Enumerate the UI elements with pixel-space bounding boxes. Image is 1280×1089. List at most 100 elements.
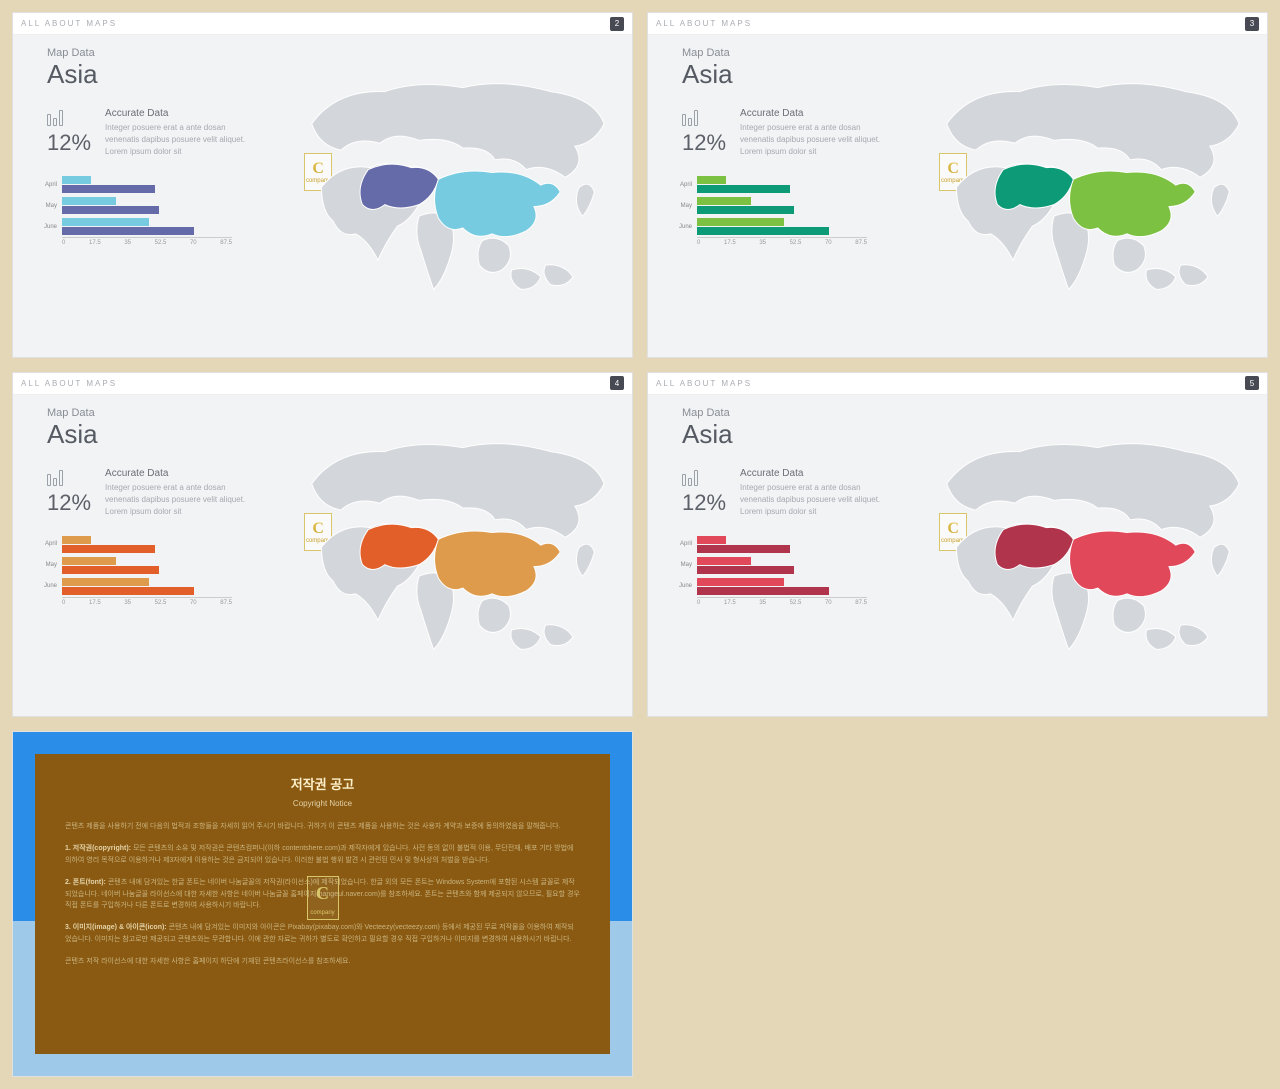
- chart-tick: 17.5: [89, 600, 101, 606]
- chart-tick: 70: [825, 600, 832, 606]
- stat-label: Accurate Data: [105, 468, 255, 479]
- chart-x-axis: 017.53552.57087.5: [62, 597, 232, 606]
- stat-block: 12% Accurate Data Integer posuere erat a…: [47, 108, 302, 158]
- empty-cell: [647, 731, 1268, 1077]
- stat-percent: 12%: [47, 130, 91, 156]
- chart-row: May: [672, 555, 872, 576]
- bars-icon: [682, 108, 726, 126]
- stat-label: Accurate Data: [740, 468, 890, 479]
- stat-description: Integer posuere erat a ante dosan venena…: [740, 482, 890, 518]
- chart-tick: 0: [697, 240, 700, 246]
- chart-bar-series-a: [697, 176, 726, 184]
- chart-tick: 52.5: [790, 600, 802, 606]
- map-container: C company: [937, 47, 1249, 347]
- chart-bar-series-b: [62, 545, 155, 553]
- chart-tick: 0: [62, 240, 65, 246]
- chart-bar-series-a: [697, 578, 784, 586]
- chart-row: April: [672, 534, 872, 555]
- chart-bar-series-a: [62, 218, 149, 226]
- chart-bar-series-b: [697, 545, 790, 553]
- slide-title: Asia: [682, 419, 937, 450]
- asia-map: [302, 47, 614, 347]
- slide-header: ALL ABOUT MAPS 4: [13, 373, 632, 395]
- page-number-badge: 4: [610, 376, 624, 390]
- bar-chart: April May June 017.5355: [672, 534, 872, 614]
- map-slide: ALL ABOUT MAPS 5 Map Data Asia 12% Accur…: [647, 372, 1268, 718]
- chart-tick: 35: [124, 240, 131, 246]
- slide-title: Asia: [47, 419, 302, 450]
- asia-map: [302, 407, 614, 707]
- chart-tick: 70: [825, 240, 832, 246]
- chart-tick: 87.5: [220, 240, 232, 246]
- map-container: C company: [302, 47, 614, 347]
- chart-category-label: May: [37, 562, 59, 568]
- asia-map: [937, 407, 1249, 707]
- chart-category-label: June: [672, 583, 694, 589]
- chart-row: May: [37, 555, 237, 576]
- map-slide: ALL ABOUT MAPS 2 Map Data Asia 12% Accur…: [12, 12, 633, 358]
- chart-bar-series-b: [62, 566, 159, 574]
- map-region-b: [995, 164, 1073, 209]
- stat-description: Integer posuere erat a ante dosan venena…: [105, 482, 255, 518]
- bar-chart: April May June 017.5355: [37, 534, 237, 614]
- map-region-b: [360, 164, 438, 209]
- chart-row: June: [672, 576, 872, 597]
- chart-tick: 87.5: [220, 600, 232, 606]
- slide-subtitle: Map Data: [47, 47, 302, 59]
- chart-bar-series-a: [697, 218, 784, 226]
- chart-row: May: [672, 195, 872, 216]
- map-container: C company: [302, 407, 614, 707]
- chart-category-label: April: [672, 182, 694, 188]
- stat-percent: 12%: [682, 490, 726, 516]
- bars-icon: [47, 108, 91, 126]
- chart-bar-series-b: [697, 227, 829, 235]
- chart-bar-series-a: [697, 536, 726, 544]
- stat-percent: 12%: [47, 490, 91, 516]
- slide-title: Asia: [682, 59, 937, 90]
- slide-header-label: ALL ABOUT MAPS: [656, 379, 752, 388]
- copyright-slide: 저작권 공고 Copyright Notice 콘텐츠 제품을 사용하기 전에 …: [12, 731, 633, 1077]
- chart-bar-series-b: [62, 587, 194, 595]
- chart-tick: 17.5: [89, 240, 101, 246]
- map-region-a: [1070, 171, 1196, 237]
- stat-description: Integer posuere erat a ante dosan venena…: [105, 122, 255, 158]
- chart-tick: 35: [759, 600, 766, 606]
- chart-category-label: May: [672, 562, 694, 568]
- slide-subtitle: Map Data: [47, 407, 302, 419]
- map-region-b: [995, 524, 1073, 569]
- chart-tick: 17.5: [724, 240, 736, 246]
- stat-block: 12% Accurate Data Integer posuere erat a…: [47, 468, 302, 518]
- chart-row: June: [37, 576, 237, 597]
- bars-icon: [682, 468, 726, 486]
- chart-tick: 52.5: [155, 600, 167, 606]
- chart-category-label: June: [37, 224, 59, 230]
- bar-chart: April May June 017.5355: [37, 174, 237, 254]
- stat-block: 12% Accurate Data Integer posuere erat a…: [682, 468, 937, 518]
- chart-tick: 87.5: [855, 240, 867, 246]
- slide-header: ALL ABOUT MAPS 2: [13, 13, 632, 35]
- slide-title: Asia: [47, 59, 302, 90]
- chart-bar-series-a: [697, 557, 751, 565]
- chart-category-label: April: [672, 541, 694, 547]
- map-region-b: [360, 524, 438, 569]
- copyright-box: 저작권 공고 Copyright Notice 콘텐츠 제품을 사용하기 전에 …: [35, 754, 610, 1054]
- map-slide: ALL ABOUT MAPS 4 Map Data Asia 12% Accur…: [12, 372, 633, 718]
- chart-bar-series-a: [62, 536, 91, 544]
- map-slide: ALL ABOUT MAPS 3 Map Data Asia 12% Accur…: [647, 12, 1268, 358]
- slide-header-label: ALL ABOUT MAPS: [656, 19, 752, 28]
- chart-row: June: [37, 216, 237, 237]
- slide-subtitle: Map Data: [682, 47, 937, 59]
- chart-category-label: June: [672, 224, 694, 230]
- stat-label: Accurate Data: [740, 108, 890, 119]
- chart-tick: 52.5: [155, 240, 167, 246]
- stat-percent: 12%: [682, 130, 726, 156]
- chart-row: April: [672, 174, 872, 195]
- copyright-section-3: 3. 이미지(image) & 아이콘(icon): 콘텐츠 내에 담겨있는 이…: [65, 922, 580, 946]
- chart-row: April: [37, 174, 237, 195]
- chart-row: June: [672, 216, 872, 237]
- chart-bar-series-a: [62, 557, 116, 565]
- page-number-badge: 5: [1245, 376, 1259, 390]
- slide-header-label: ALL ABOUT MAPS: [21, 379, 117, 388]
- asia-map: [937, 47, 1249, 347]
- chart-bar-series-b: [62, 227, 194, 235]
